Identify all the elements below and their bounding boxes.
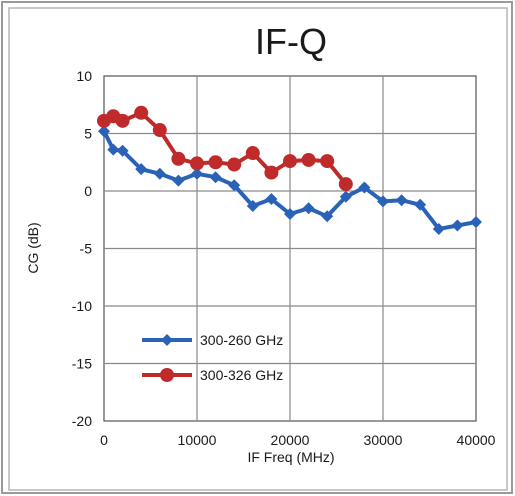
series-2	[97, 105, 353, 192]
y-axis-ticks: 10 5 0 -5 -10 -15 -20	[72, 68, 92, 429]
x-tick-label: 20000	[271, 432, 310, 448]
data-point	[208, 155, 223, 170]
data-point	[246, 199, 259, 212]
gridlines	[104, 76, 476, 421]
data-point	[172, 174, 185, 187]
data-point	[245, 146, 260, 161]
x-axis-ticks: 0 10000 20000 30000 40000	[100, 432, 496, 448]
data-point	[339, 190, 352, 203]
data-point	[302, 202, 315, 215]
series-1	[98, 125, 482, 235]
data-point	[190, 156, 204, 171]
data-point	[115, 113, 130, 128]
data-point	[153, 167, 166, 180]
y-tick-label: -10	[72, 298, 92, 314]
data-point	[116, 144, 129, 157]
legend-entry: 300-260 GHz	[142, 332, 283, 348]
legend-label: 300-326 GHz	[200, 367, 283, 383]
data-point	[321, 210, 334, 223]
legend-entry: 300-326 GHz	[142, 367, 283, 383]
data-point	[284, 208, 296, 220]
legend-swatch-marker	[161, 334, 173, 346]
data-point	[209, 171, 222, 184]
x-axis-label: IF Freq (MHz)	[247, 449, 334, 465]
series-layer	[97, 105, 482, 235]
data-point	[283, 154, 297, 169]
x-tick-label: 10000	[178, 432, 217, 448]
data-point	[470, 216, 482, 229]
y-tick-label: 0	[84, 183, 92, 199]
data-point	[265, 193, 278, 206]
x-tick-label: 40000	[457, 432, 496, 448]
data-point	[134, 105, 149, 120]
x-tick-label: 0	[100, 432, 108, 448]
chart-title: IF-Q	[255, 21, 327, 62]
data-point	[152, 123, 167, 138]
y-tick-label: 5	[84, 126, 92, 142]
data-point	[338, 177, 353, 192]
data-point	[191, 167, 203, 180]
data-point	[135, 163, 148, 176]
data-point	[395, 194, 408, 207]
y-tick-label: -20	[72, 413, 92, 429]
y-tick-label: -5	[80, 241, 93, 257]
data-point	[107, 143, 120, 156]
data-point	[320, 154, 335, 169]
data-point	[377, 195, 389, 208]
data-point	[264, 165, 279, 180]
data-point	[432, 222, 445, 235]
data-point	[171, 151, 186, 166]
legend: 300-260 GHz 300-326 GHz	[142, 332, 283, 383]
inner-frame	[8, 7, 508, 491]
legend-label: 300-260 GHz	[200, 332, 283, 348]
y-axis-label: CG (dB)	[25, 222, 41, 273]
legend-swatch-marker	[160, 368, 174, 382]
series-line	[102, 130, 477, 231]
data-point	[451, 219, 464, 232]
y-tick-label: -15	[72, 356, 92, 372]
x-tick-label: 30000	[364, 432, 403, 448]
data-point	[228, 179, 241, 192]
data-point	[358, 181, 371, 194]
y-tick-label: 10	[76, 68, 92, 84]
data-point	[98, 125, 110, 138]
data-point	[414, 198, 427, 211]
data-point	[301, 152, 316, 167]
data-point	[227, 157, 242, 172]
